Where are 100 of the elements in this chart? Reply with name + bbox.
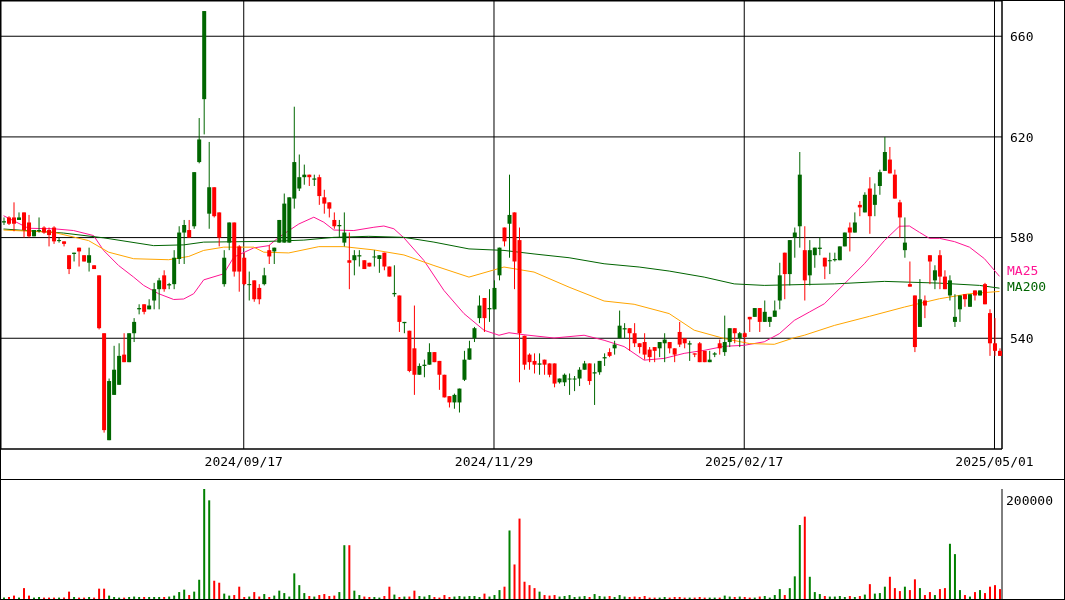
bar xyxy=(563,596,566,599)
candlestick xyxy=(757,307,762,333)
bar xyxy=(918,588,921,599)
bar xyxy=(383,596,386,599)
bar xyxy=(508,530,511,599)
candlestick xyxy=(577,366,582,387)
bar xyxy=(598,596,601,599)
bar xyxy=(999,589,1001,599)
candlestick xyxy=(922,294,927,319)
bar xyxy=(763,596,766,599)
bar xyxy=(103,588,106,599)
candlestick xyxy=(927,254,932,285)
candlestick xyxy=(152,282,157,310)
bar xyxy=(443,595,446,599)
candlestick xyxy=(687,340,692,362)
bar xyxy=(608,596,611,599)
bar xyxy=(868,584,871,599)
bar xyxy=(458,596,461,599)
bar xyxy=(973,592,976,599)
candlestick xyxy=(632,322,637,348)
candlestick xyxy=(882,136,887,172)
candlestick xyxy=(552,362,557,388)
bar xyxy=(303,593,306,599)
bar xyxy=(948,543,951,599)
candlestick xyxy=(267,244,272,265)
y-tick-label: 580 xyxy=(1010,230,1034,246)
bar xyxy=(198,579,201,599)
bar xyxy=(943,588,946,599)
candlestick xyxy=(347,232,352,290)
candlestick xyxy=(532,352,537,374)
bar xyxy=(583,596,586,599)
candlestick xyxy=(162,269,167,293)
candlestick xyxy=(252,279,257,303)
bar xyxy=(593,594,596,599)
bar xyxy=(218,582,221,599)
candlestick xyxy=(877,169,882,196)
bar xyxy=(963,595,966,599)
bar xyxy=(568,595,571,599)
candlestick xyxy=(847,221,852,252)
bar xyxy=(178,592,181,599)
candlestick xyxy=(132,317,137,343)
bar xyxy=(923,595,926,599)
bar xyxy=(208,500,211,599)
bar xyxy=(533,588,536,599)
candlestick xyxy=(467,340,472,361)
candlestick xyxy=(727,327,732,348)
bar xyxy=(253,592,256,599)
bar xyxy=(263,594,266,599)
candlestick xyxy=(872,182,877,217)
y-tick-label: 660 xyxy=(1010,28,1034,44)
bar xyxy=(193,591,196,599)
candlestick xyxy=(937,249,942,290)
x-tick-label: 2025/02/17 xyxy=(705,454,784,470)
candlestick xyxy=(992,317,997,357)
bar xyxy=(513,564,516,599)
candlestick xyxy=(962,293,967,308)
bar xyxy=(933,595,936,599)
candlestick xyxy=(902,216,907,259)
text: 200000 xyxy=(1006,493,1053,508)
candlestick xyxy=(67,254,72,275)
bar xyxy=(808,576,811,599)
bar xyxy=(958,590,961,599)
bar xyxy=(543,595,546,599)
bar xyxy=(358,595,361,599)
bar xyxy=(283,593,286,599)
candlestick xyxy=(907,260,912,288)
bar xyxy=(183,589,186,599)
bar xyxy=(98,588,101,599)
series-label: MA200 xyxy=(1007,279,1047,295)
candlestick xyxy=(87,247,92,273)
candlestick xyxy=(572,375,577,392)
bar xyxy=(278,590,281,599)
bar xyxy=(473,596,476,599)
bar xyxy=(938,589,941,599)
bar xyxy=(203,489,206,599)
bar xyxy=(538,591,541,599)
bar xyxy=(318,595,321,599)
candlestick xyxy=(462,350,467,382)
bar xyxy=(233,595,236,599)
candlestick xyxy=(122,332,127,363)
bar xyxy=(838,596,841,599)
x-tick-label: 2025/05/01 xyxy=(955,454,1034,470)
bar xyxy=(553,595,556,599)
bar xyxy=(483,593,486,599)
bar xyxy=(493,595,496,599)
candlestick xyxy=(317,174,322,206)
bar xyxy=(858,596,861,599)
bar xyxy=(348,545,351,599)
bar xyxy=(893,588,896,599)
bar xyxy=(988,586,991,599)
bar xyxy=(993,585,996,599)
candlestick xyxy=(722,315,727,357)
bar xyxy=(798,524,801,599)
x-tick-label: 2024/09/17 xyxy=(204,454,283,470)
bar xyxy=(848,596,851,599)
bar xyxy=(388,586,391,599)
bar xyxy=(783,595,786,599)
candlestick xyxy=(537,352,542,376)
bar xyxy=(883,586,886,599)
candlestick xyxy=(482,297,487,333)
